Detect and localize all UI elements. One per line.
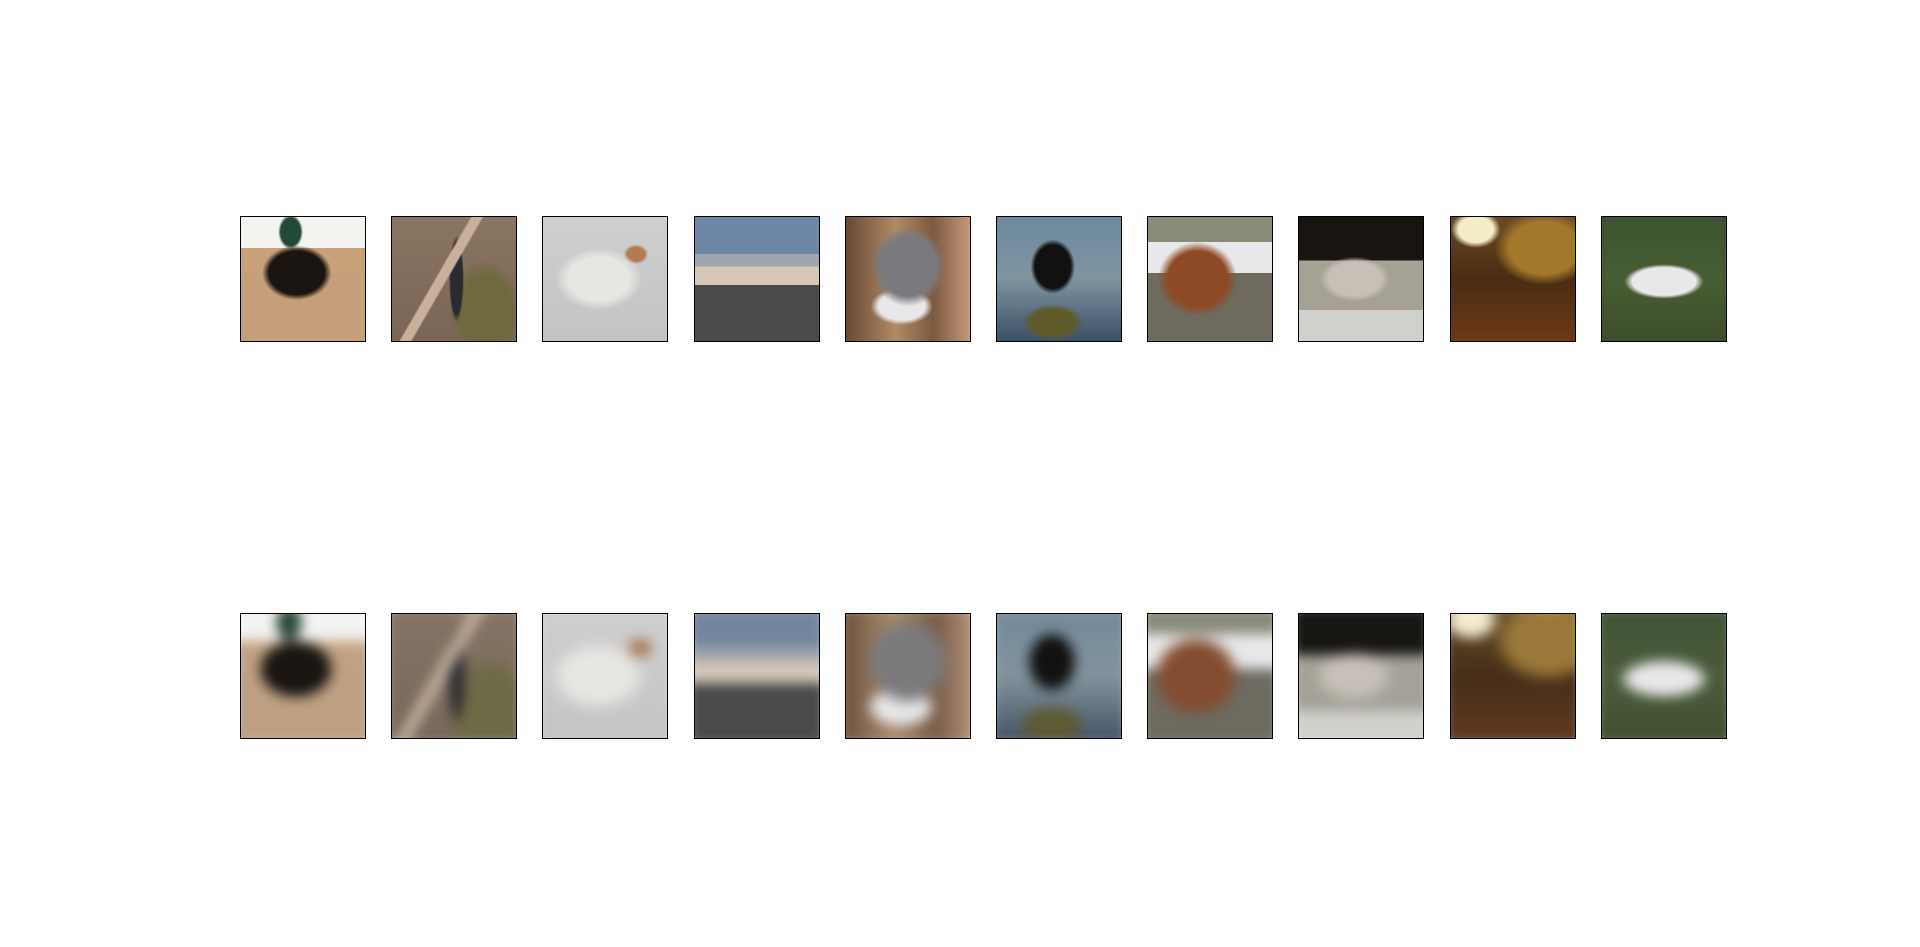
reconstructed-image (240, 613, 366, 739)
reconstructed-image (391, 613, 517, 739)
original-image (845, 216, 971, 342)
original-image (240, 216, 366, 342)
image (695, 217, 819, 341)
reconstructed-image (542, 613, 668, 739)
image (241, 614, 365, 738)
original-image (1147, 216, 1273, 342)
original-image (1298, 216, 1424, 342)
image (1148, 614, 1272, 738)
reconstructed-image (845, 613, 971, 739)
image (1299, 217, 1423, 341)
image (241, 217, 365, 341)
image (997, 614, 1121, 738)
image (543, 614, 667, 738)
image (1602, 614, 1726, 738)
image (1451, 614, 1575, 738)
original-image (542, 216, 668, 342)
reconstructed-image (996, 613, 1122, 739)
image (846, 614, 970, 738)
reconstructed-image (1147, 613, 1273, 739)
image (1299, 614, 1423, 738)
image (392, 614, 516, 738)
image (392, 217, 516, 341)
reconstructed-image (1450, 613, 1576, 739)
image (543, 217, 667, 341)
reconstructed-image (1601, 613, 1727, 739)
original-image (996, 216, 1122, 342)
image (695, 614, 819, 738)
image (997, 217, 1121, 341)
image (846, 217, 970, 341)
image (1451, 217, 1575, 341)
original-image (1450, 216, 1576, 342)
reconstructed-image (1298, 613, 1424, 739)
reconstructed-image (694, 613, 820, 739)
image (1148, 217, 1272, 341)
original-image (694, 216, 820, 342)
original-image (391, 216, 517, 342)
original-image (1601, 216, 1727, 342)
image (1602, 217, 1726, 341)
